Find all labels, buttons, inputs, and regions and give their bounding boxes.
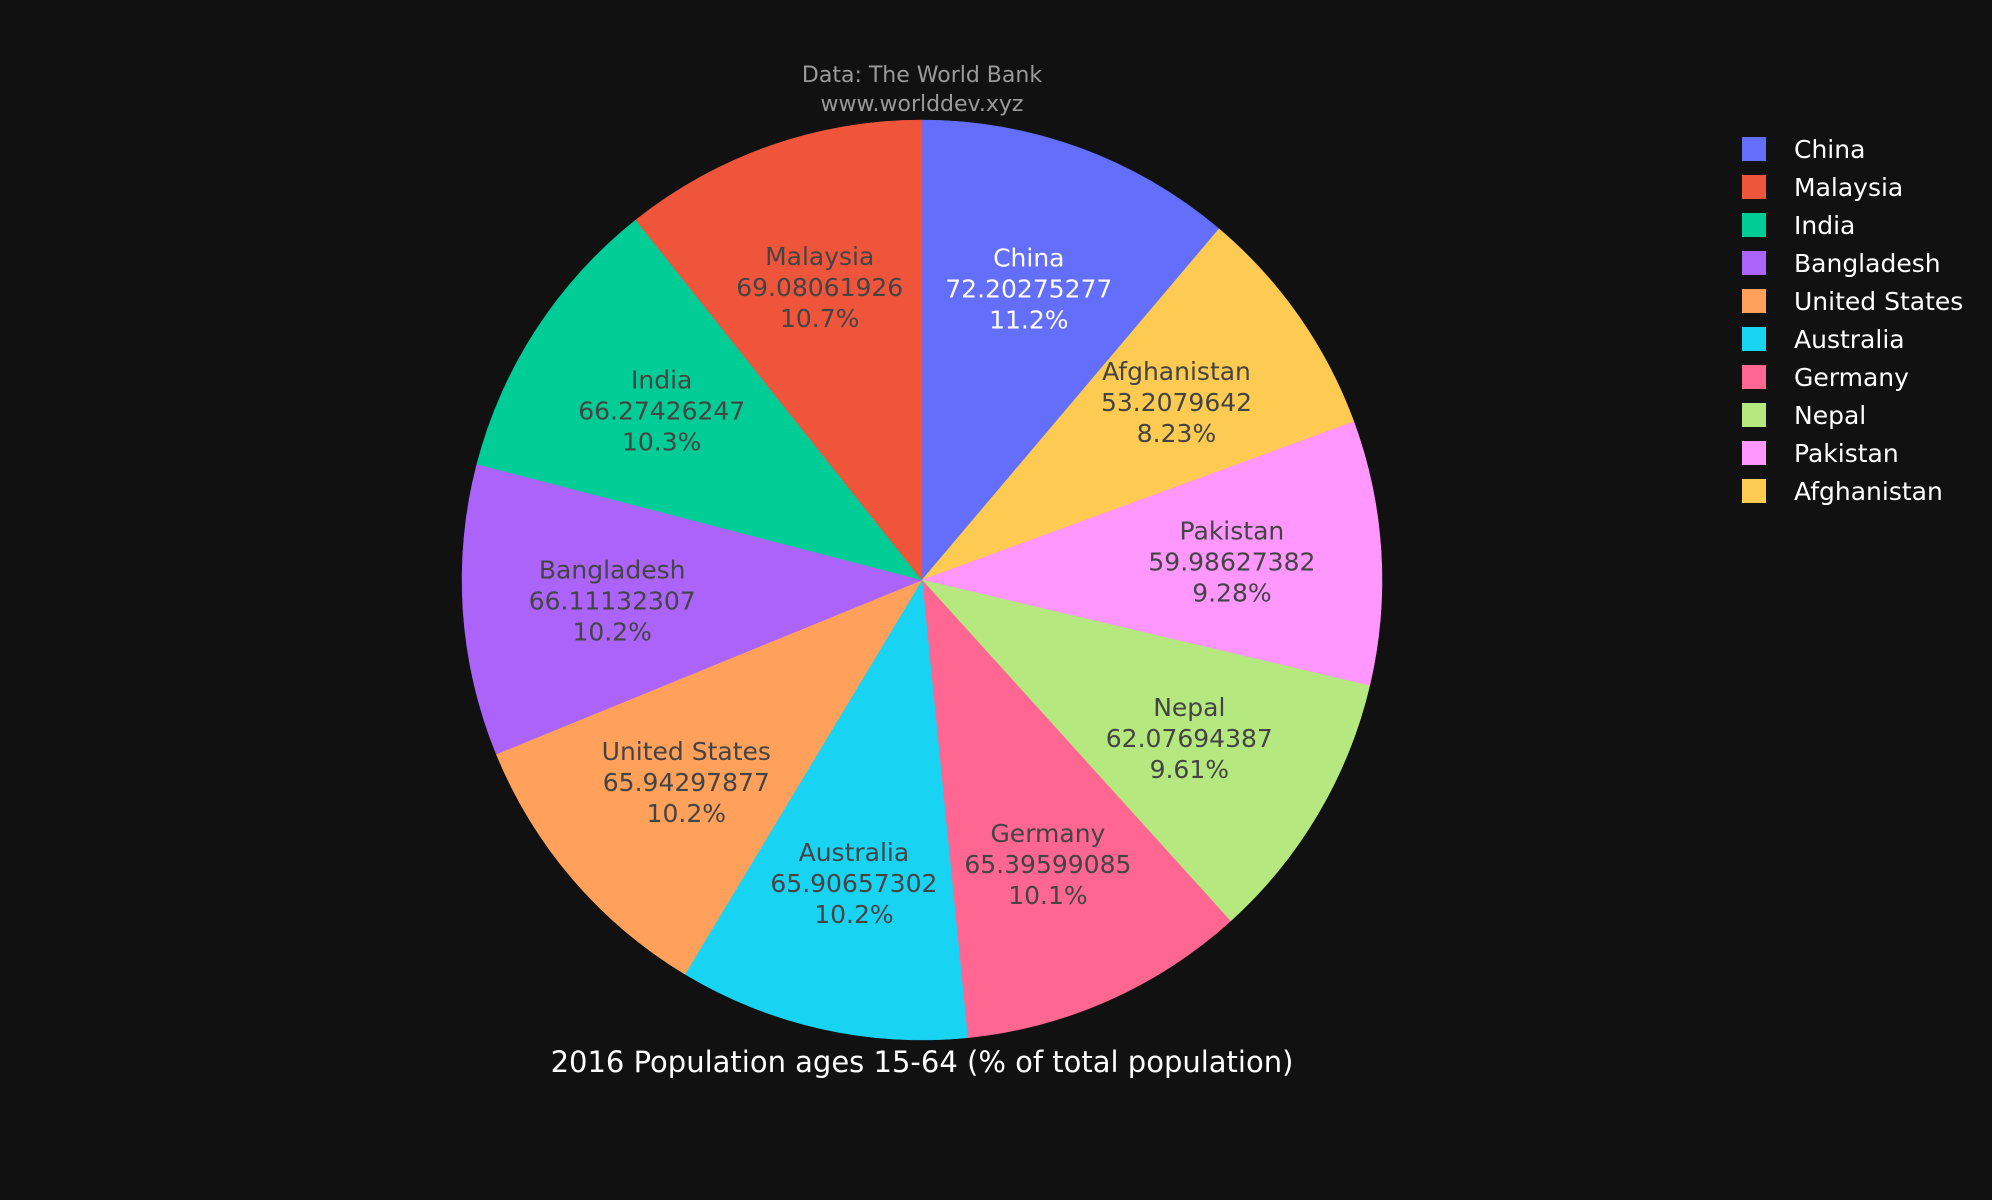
source-line-1: Data: The World Bank — [802, 63, 1042, 88]
legend-item-nepal[interactable]: Nepal — [1742, 401, 1866, 430]
pie-slice-china[interactable] — [921, 119, 1220, 581]
legend-label-germany: Germany — [1794, 363, 1909, 392]
pie-slice-afghanistan[interactable] — [921, 228, 1355, 581]
legend-swatch-bangladesh — [1742, 251, 1766, 275]
legend-item-united-states[interactable]: United States — [1742, 287, 1963, 316]
legend-item-india[interactable]: India — [1742, 211, 1855, 240]
slice-value-germany: 65.39599085 — [964, 850, 1131, 879]
slice-label-india: India — [631, 366, 692, 395]
legend-item-germany[interactable]: Germany — [1742, 363, 1909, 392]
legend-label-afghanistan: Afghanistan — [1794, 477, 1943, 506]
slice-label-nepal: Nepal — [1153, 693, 1225, 722]
pie-slice-germany[interactable] — [921, 579, 1231, 1039]
legend-label-united-states: United States — [1794, 287, 1963, 316]
slice-value-pakistan: 59.98627382 — [1148, 548, 1315, 577]
legend-label-pakistan: Pakistan — [1794, 439, 1899, 468]
legend-swatch-china — [1742, 137, 1766, 161]
legend-swatch-nepal — [1742, 403, 1766, 427]
legend-swatch-india — [1742, 213, 1766, 237]
legend-label-malaysia: Malaysia — [1794, 173, 1903, 202]
pie-slice-bangladesh[interactable] — [461, 463, 923, 755]
slice-percent-india: 10.3% — [622, 428, 701, 457]
legend-swatch-afghanistan — [1742, 479, 1766, 503]
legend-label-nepal: Nepal — [1794, 401, 1866, 430]
legend-swatch-australia — [1742, 327, 1766, 351]
pie-slice-united-states[interactable] — [495, 579, 923, 975]
slice-percent-australia: 10.2% — [814, 900, 893, 929]
slice-label-germany: Germany — [990, 819, 1105, 848]
slice-percent-nepal: 9.61% — [1150, 755, 1229, 784]
slice-label-united-states: United States — [602, 737, 771, 766]
slice-percent-germany: 10.1% — [1008, 881, 1087, 910]
slice-value-india: 66.27426247 — [578, 397, 745, 426]
legend-item-china[interactable]: China — [1742, 135, 1865, 164]
slice-percent-united-states: 10.2% — [647, 799, 726, 828]
slice-value-united-states: 65.94297877 — [603, 768, 770, 797]
slice-label-pakistan: Pakistan — [1180, 517, 1285, 546]
slice-label-australia: Australia — [799, 838, 910, 867]
legend-item-afghanistan[interactable]: Afghanistan — [1742, 477, 1943, 506]
pie-slice-nepal[interactable] — [921, 579, 1370, 922]
legend-label-bangladesh: Bangladesh — [1794, 249, 1941, 278]
legend-label-australia: Australia — [1794, 325, 1905, 354]
pie-slice-australia[interactable] — [684, 579, 968, 1041]
legend-swatch-germany — [1742, 365, 1766, 389]
legend-label-india: India — [1794, 211, 1855, 240]
slice-percent-afghanistan: 8.23% — [1137, 419, 1216, 448]
pie-slice-india[interactable] — [476, 219, 923, 581]
slice-label-malaysia: Malaysia — [765, 242, 874, 271]
legend: China Malaysia India Bangladesh United State… — [1742, 135, 1963, 506]
slice-percent-malaysia: 10.7% — [780, 304, 859, 333]
slice-value-malaysia: 69.08061926 — [736, 273, 903, 302]
legend-item-bangladesh[interactable]: Bangladesh — [1742, 249, 1941, 278]
slice-label-afghanistan: Afghanistan — [1102, 357, 1251, 386]
pie-slice-malaysia[interactable] — [635, 119, 923, 581]
slice-label-china: China — [993, 243, 1064, 272]
source-line-2: www.worlddev.xyz — [821, 92, 1024, 117]
chart-title: 2016 Population ages 15-64 (% of total p… — [551, 1045, 1294, 1079]
slice-value-afghanistan: 53.2079642 — [1101, 388, 1252, 417]
slice-value-china: 72.20275277 — [945, 274, 1112, 303]
slice-value-nepal: 62.07694387 — [1106, 724, 1273, 753]
pie-slice-pakistan[interactable] — [921, 421, 1383, 687]
legend-item-australia[interactable]: Australia — [1742, 325, 1905, 354]
legend-label-china: China — [1794, 135, 1865, 164]
slice-value-bangladesh: 66.11132307 — [529, 587, 696, 616]
slice-percent-pakistan: 9.28% — [1192, 579, 1271, 608]
slice-percent-bangladesh: 10.2% — [572, 618, 651, 647]
slice-label-bangladesh: Bangladesh — [539, 556, 686, 585]
legend-item-pakistan[interactable]: Pakistan — [1742, 439, 1899, 468]
legend-swatch-malaysia — [1742, 175, 1766, 199]
legend-swatch-pakistan — [1742, 441, 1766, 465]
slice-value-australia: 65.90657302 — [770, 869, 937, 898]
legend-item-malaysia[interactable]: Malaysia — [1742, 173, 1903, 202]
legend-swatch-united-states — [1742, 289, 1766, 313]
pie-slices — [461, 119, 1383, 1041]
slice-percent-china: 11.2% — [989, 305, 1068, 334]
